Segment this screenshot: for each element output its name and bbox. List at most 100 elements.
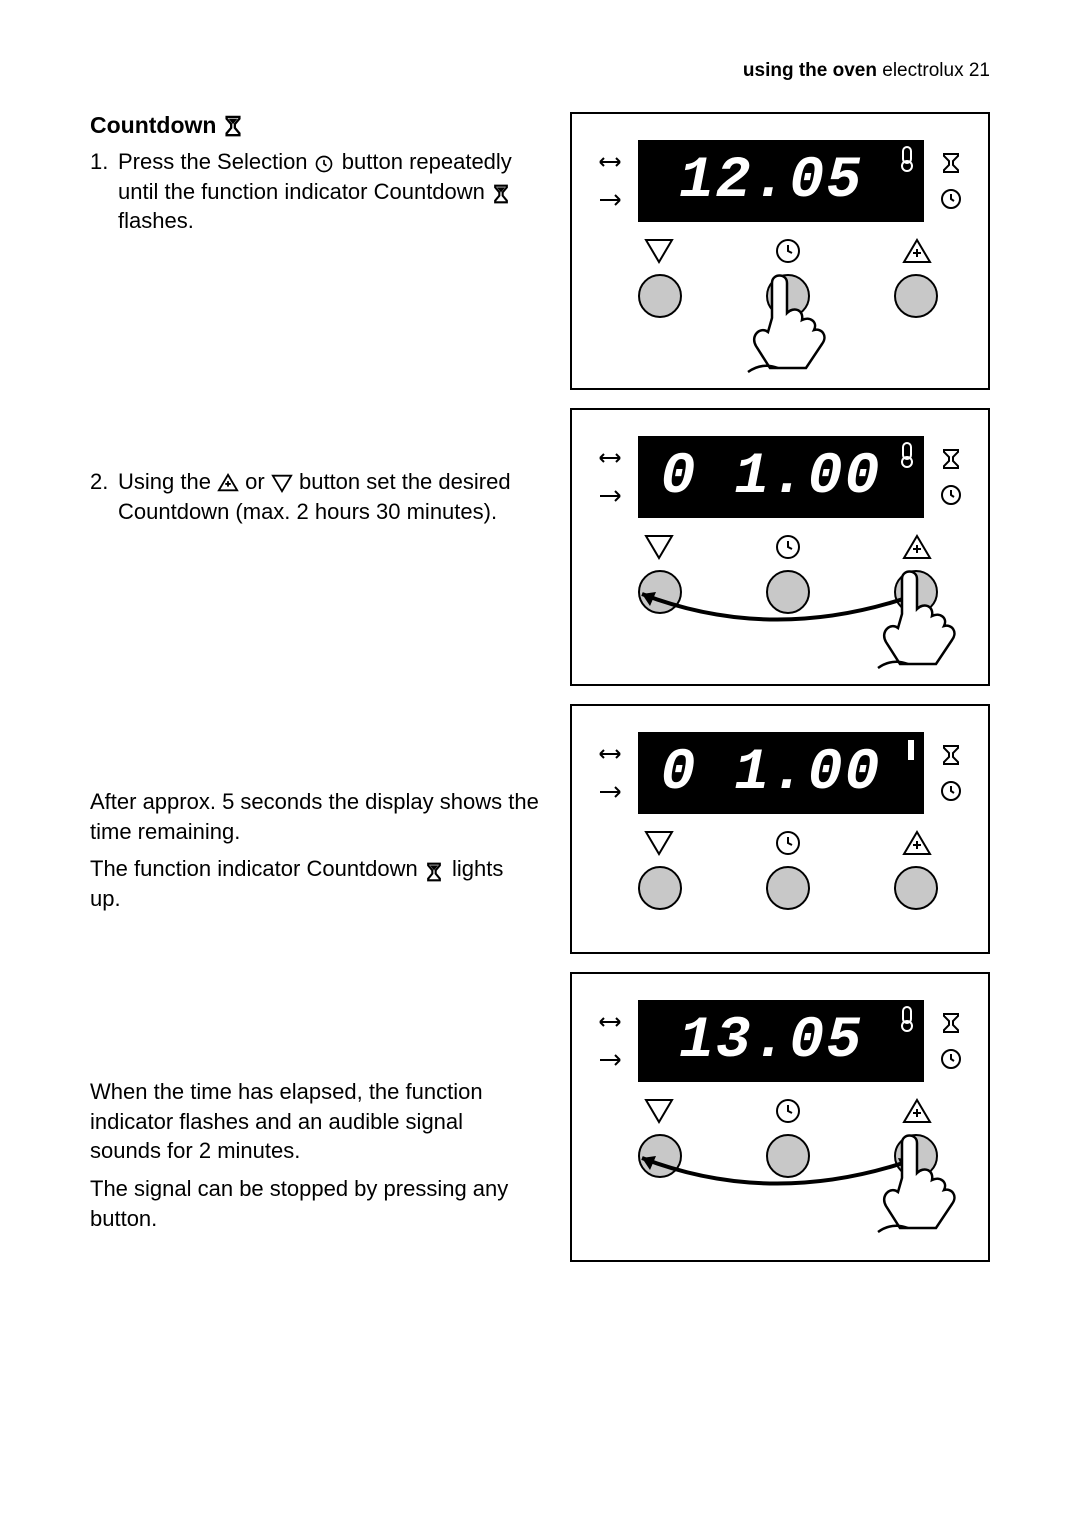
- hourglass-icon: [491, 182, 513, 204]
- lcd-display: 0 1.00: [638, 436, 924, 518]
- triangle-down-icon: [644, 534, 674, 560]
- step-1-number: 1.: [90, 147, 118, 236]
- display-row: 0 1.00: [592, 436, 968, 518]
- title-text: Countdown: [90, 112, 216, 139]
- lcd-display: 12.05: [638, 140, 924, 222]
- lcd-display: 0 1.00: [638, 732, 924, 814]
- plus-button[interactable]: [894, 570, 938, 614]
- select-button[interactable]: [766, 274, 810, 318]
- content-columns: Countdown 1. Press the Selection button …: [90, 112, 990, 1297]
- lcd-indicator-icon: [906, 738, 916, 770]
- triangle-down-icon: [644, 238, 674, 264]
- clock-icon: [940, 1048, 962, 1070]
- arrow-double-icon: [596, 448, 624, 468]
- left-arrows: [592, 152, 628, 210]
- hourglass-icon: [940, 1012, 962, 1034]
- triangle-down-icon: [644, 830, 674, 856]
- para-2b: The signal can be stopped by pressing an…: [90, 1174, 540, 1233]
- lcd-value: 0 1.00: [661, 445, 882, 510]
- text-block-3: After approx. 5 seconds the display show…: [90, 787, 540, 1057]
- lcd-indicator-icon: [898, 146, 916, 178]
- display-row: 13.05: [592, 1000, 968, 1082]
- button-circle-row: [592, 274, 968, 318]
- clock-select-icon: [773, 534, 803, 560]
- display-row: 12.05: [592, 140, 968, 222]
- arrow-right-icon: [596, 190, 624, 210]
- para-1a: After approx. 5 seconds the display show…: [90, 787, 540, 846]
- select-button[interactable]: [766, 1134, 810, 1178]
- triangle-down-icon: [271, 472, 293, 494]
- step-1-text-a: Press the Selection: [118, 149, 314, 174]
- left-column: Countdown 1. Press the Selection button …: [90, 112, 550, 1297]
- button-circle-row: [592, 570, 968, 614]
- display-panel-1: 12.05: [570, 112, 990, 390]
- page: using the oven electrolux 21 Countdown 1…: [0, 0, 1080, 1357]
- step-2-text-a: Using the: [118, 469, 217, 494]
- clock-select-icon: [773, 830, 803, 856]
- arrow-right-icon: [596, 486, 624, 506]
- lcd-value: 12.05: [679, 149, 863, 214]
- right-indicator-icons: [934, 448, 968, 506]
- triangle-plus-icon: [217, 472, 239, 494]
- arrow-right-icon: [596, 1050, 624, 1070]
- button-circle-row: [592, 866, 968, 910]
- clock-select-icon: [314, 152, 336, 174]
- triangle-plus-icon: [902, 534, 932, 560]
- display-panel-3: 0 1.00: [570, 704, 990, 954]
- page-header: using the oven electrolux 21: [90, 60, 990, 82]
- lcd-value: 13.05: [679, 1009, 863, 1074]
- header-brand-page: electrolux 21: [877, 60, 990, 81]
- left-arrows: [592, 448, 628, 506]
- clock-icon: [940, 188, 962, 210]
- hourglass-icon: [940, 744, 962, 766]
- right-indicator-icons: [934, 152, 968, 210]
- clock-select-icon: [773, 1098, 803, 1124]
- step-2-text: Using the or button set the desired Coun…: [118, 467, 540, 526]
- button-symbol-row: [592, 830, 968, 856]
- clock-icon: [940, 780, 962, 802]
- display-row: 0 1.00: [592, 732, 968, 814]
- select-button[interactable]: [766, 866, 810, 910]
- text-block-4: When the time has elapsed, the function …: [90, 1077, 540, 1277]
- lcd-display: 13.05: [638, 1000, 924, 1082]
- arrow-double-icon: [596, 744, 624, 764]
- plus-button[interactable]: [894, 1134, 938, 1178]
- select-button[interactable]: [766, 570, 810, 614]
- header-section: using the oven: [743, 60, 877, 81]
- step-2: 2. Using the or button set the desired C…: [90, 467, 540, 526]
- minus-button[interactable]: [638, 1134, 682, 1178]
- display-panel-4: 13.05: [570, 972, 990, 1262]
- clock-select-icon: [773, 238, 803, 264]
- para-1b: The function indicator Countdown lights …: [90, 854, 540, 913]
- plus-button[interactable]: [894, 866, 938, 910]
- hourglass-icon: [940, 448, 962, 470]
- button-symbol-row: [592, 1098, 968, 1124]
- step-1-text: Press the Selection button repeatedly un…: [118, 147, 540, 236]
- clock-icon: [940, 484, 962, 506]
- minus-button[interactable]: [638, 866, 682, 910]
- step-2-number: 2.: [90, 467, 118, 526]
- step-1-text-c: flashes.: [118, 208, 194, 233]
- right-indicator-icons: [934, 744, 968, 802]
- right-column: 12.05: [570, 112, 990, 1297]
- display-panel-2: 0 1.00: [570, 408, 990, 686]
- step-1: 1. Press the Selection button repeatedly…: [90, 147, 540, 236]
- lcd-indicator-icon: [898, 1006, 916, 1038]
- left-arrows: [592, 744, 628, 802]
- lcd-indicator-icon: [898, 442, 916, 474]
- button-symbol-row: [592, 534, 968, 560]
- para-2a: When the time has elapsed, the function …: [90, 1077, 540, 1166]
- arrow-double-icon: [596, 152, 624, 172]
- section-title: Countdown: [90, 112, 540, 139]
- arrow-double-icon: [596, 1012, 624, 1032]
- triangle-plus-icon: [902, 1098, 932, 1124]
- plus-button[interactable]: [894, 274, 938, 318]
- right-indicator-icons: [934, 1012, 968, 1070]
- left-arrows: [592, 1012, 628, 1070]
- minus-button[interactable]: [638, 570, 682, 614]
- triangle-down-icon: [644, 1098, 674, 1124]
- minus-button[interactable]: [638, 274, 682, 318]
- triangle-plus-icon: [902, 238, 932, 264]
- lcd-value: 0 1.00: [661, 741, 882, 806]
- hourglass-icon: [940, 152, 962, 174]
